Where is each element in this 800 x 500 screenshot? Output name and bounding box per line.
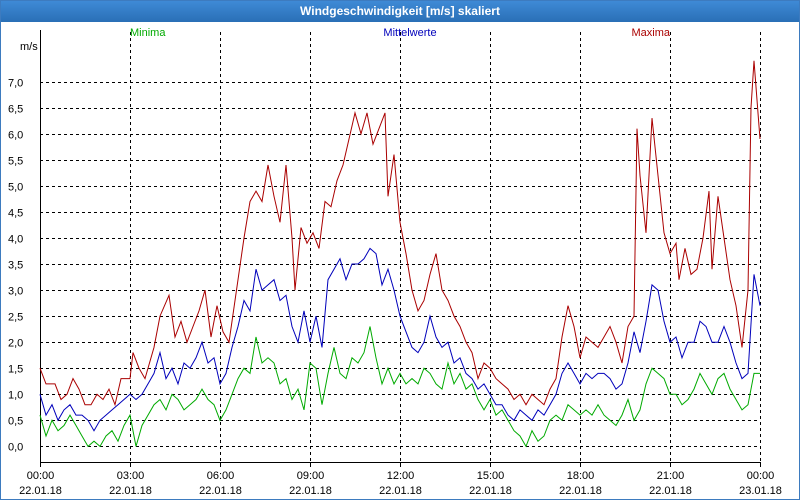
x-tick-date: 22.01.18: [109, 485, 152, 497]
series-lines: [39, 60, 761, 448]
series-line-maxima: [39, 60, 761, 407]
y-tick-label: 4,5: [8, 208, 23, 220]
y-tick-label: 1,5: [8, 364, 23, 376]
y-tick-label: 6,0: [8, 130, 23, 142]
y-tick-label: 5,5: [8, 156, 23, 168]
x-tick-time: 21:00: [657, 470, 685, 482]
window-title: Windgeschwindigkeit [m/s] skaliert: [1, 1, 799, 22]
x-tick-date: 22.01.18: [19, 485, 62, 497]
y-tick-label: 3,5: [8, 260, 23, 272]
y-tick-label: 5,0: [8, 182, 23, 194]
y-tick-label: 0,5: [8, 416, 23, 428]
x-tick-time: 12:00: [387, 470, 415, 482]
x-tick-date: 22.01.18: [199, 485, 242, 497]
x-tick-time: 18:00: [567, 470, 595, 482]
tick-labels: 0,0 0,5 1,0 1,5 2,0 2,5 3,0 3,5 4,0 4,5 5,0 5,5 6,0 6…: [8, 78, 782, 498]
series-line-mittelwerte: [39, 247, 761, 432]
x-tick-time: 03:00: [117, 470, 145, 482]
x-tick-date: 22.01.18: [649, 485, 692, 497]
x-tick-time: 06:00: [207, 470, 235, 482]
x-tick-date: 22.01.18: [559, 485, 602, 497]
series-line-minima: [39, 326, 760, 448]
legend-maxima: Maxima: [631, 27, 670, 39]
y-tick-label: 2,5: [8, 312, 23, 324]
grid: [40, 32, 760, 462]
x-tick-time: 09:00: [297, 470, 325, 482]
legend-mittelwerte: Mittelwerte: [383, 27, 436, 39]
x-tick-time: 00:00: [747, 470, 775, 482]
y-tick-label: 2,0: [8, 338, 23, 350]
x-tick-date: 22.01.18: [289, 485, 332, 497]
x-tick-time: 15:00: [477, 470, 505, 482]
y-tick-label: 3,0: [8, 286, 23, 298]
x-tick-date: 22.01.18: [379, 485, 422, 497]
y-tick-label: 6,5: [8, 104, 23, 116]
axes: [40, 30, 761, 467]
y-tick-label: 0,0: [8, 442, 23, 454]
legend: Minima Mittelwerte Maxima: [130, 27, 671, 39]
legend-minima: Minima: [130, 27, 166, 39]
x-tick-date: 22.01.18: [469, 485, 512, 497]
y-tick-label: 1,0: [8, 390, 23, 402]
y-axis-label: m/s: [20, 41, 38, 53]
x-tick-time: 00:00: [27, 470, 55, 482]
y-tick-label: 4,0: [8, 234, 23, 246]
x-tick-date: 23.01.18: [739, 485, 782, 497]
y-tick-label: 7,0: [8, 78, 23, 90]
